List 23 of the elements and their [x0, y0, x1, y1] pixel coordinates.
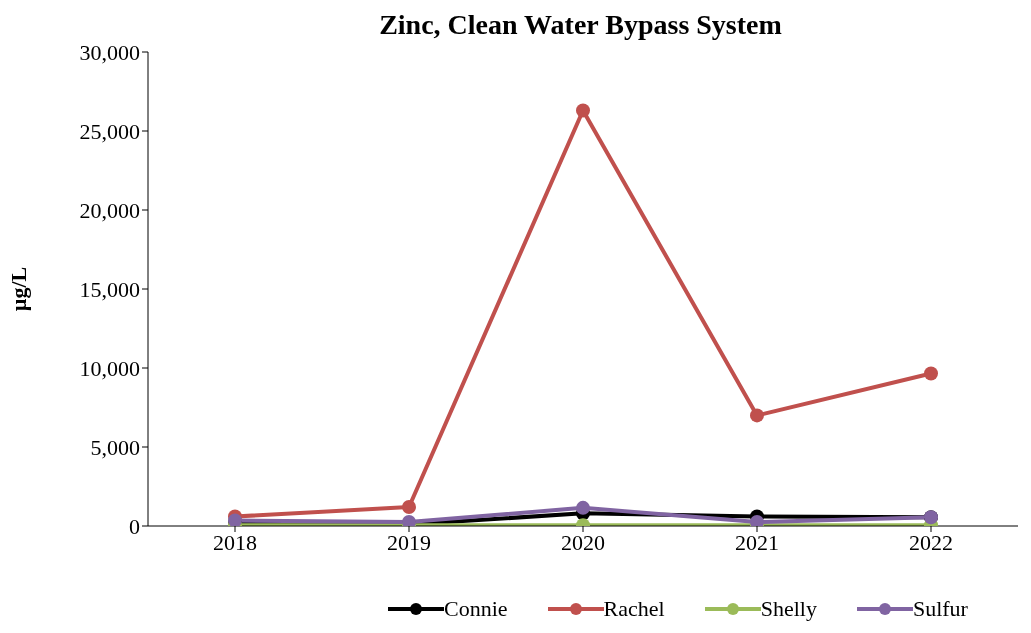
x-tick-label: 2022: [909, 529, 953, 555]
x-tick-label: 2019: [387, 529, 431, 555]
point: [750, 408, 764, 423]
y-tick-label: 5,000: [90, 434, 140, 460]
x-tick-label: 2020: [561, 529, 605, 555]
legend-label: Rachel: [603, 596, 665, 622]
y-tick-label: 15,000: [79, 276, 140, 302]
y-tick-label: 10,000: [79, 355, 140, 381]
y-axis-title: µg/L: [5, 266, 31, 312]
x-tick-label: 2018: [213, 529, 257, 555]
legend-label: Shelly: [760, 596, 817, 622]
y-tick-label: 30,000: [79, 39, 140, 65]
point: [924, 366, 938, 381]
point: [576, 500, 590, 515]
chart-title: Zinc, Clean Water Bypass System: [379, 9, 782, 40]
y-tick-label: 20,000: [79, 197, 140, 223]
point: [402, 500, 416, 515]
x-tick-label: 2021: [735, 529, 779, 555]
y-tick-label: 0: [129, 513, 140, 539]
legend-label: Connie: [444, 596, 508, 622]
legend-label: Sulfur: [912, 596, 968, 622]
point: [576, 103, 590, 118]
y-tick-label: 25,000: [79, 118, 140, 144]
